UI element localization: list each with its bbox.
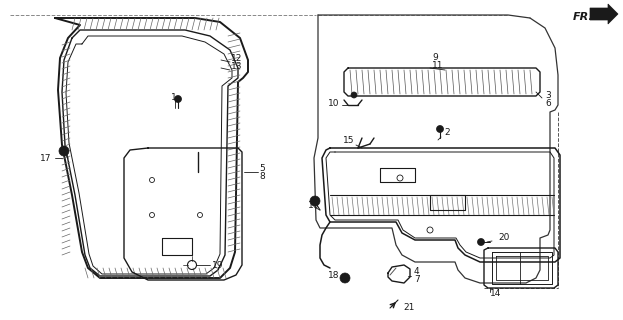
- Text: 15: 15: [343, 135, 354, 145]
- Circle shape: [340, 273, 350, 283]
- Text: 8: 8: [259, 172, 265, 180]
- Text: 1: 1: [171, 92, 177, 101]
- Text: FR.: FR.: [573, 12, 594, 22]
- Circle shape: [59, 146, 69, 156]
- Text: 11: 11: [432, 60, 444, 69]
- Text: 14: 14: [490, 290, 502, 299]
- Circle shape: [310, 196, 320, 206]
- Text: 3: 3: [545, 91, 551, 100]
- Text: 17: 17: [40, 154, 52, 163]
- Text: 16: 16: [308, 201, 320, 210]
- Text: 5: 5: [259, 164, 265, 172]
- Text: 19: 19: [212, 260, 224, 269]
- Text: 20: 20: [498, 234, 510, 243]
- Circle shape: [477, 238, 485, 245]
- Circle shape: [174, 95, 181, 102]
- Text: 2: 2: [444, 127, 450, 137]
- Text: 18: 18: [328, 271, 340, 281]
- Text: 10: 10: [328, 99, 340, 108]
- Text: 21: 21: [403, 303, 414, 313]
- Circle shape: [437, 125, 444, 132]
- Polygon shape: [590, 4, 618, 24]
- Circle shape: [351, 92, 357, 98]
- Text: 7: 7: [414, 276, 420, 284]
- Text: 6: 6: [545, 99, 551, 108]
- Text: 9: 9: [432, 52, 438, 61]
- Text: 13: 13: [231, 61, 242, 70]
- Text: 4: 4: [414, 268, 420, 276]
- Text: 12: 12: [231, 53, 242, 62]
